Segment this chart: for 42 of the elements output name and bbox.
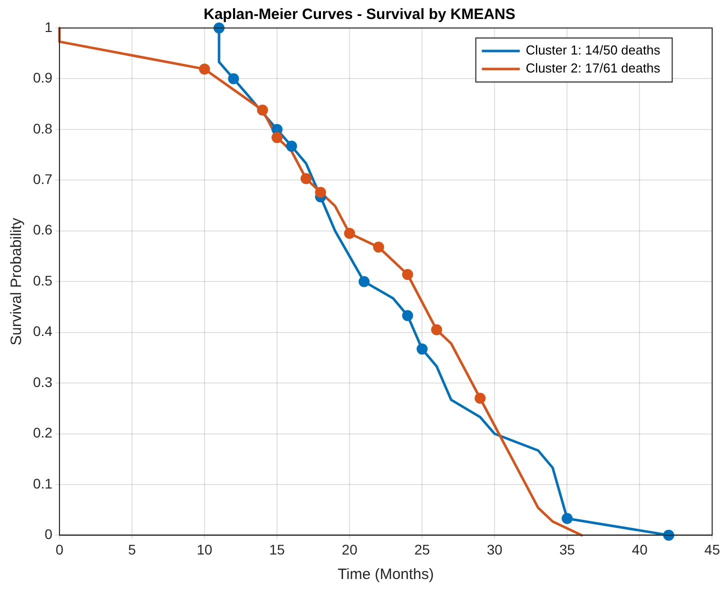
y-tick-label: 0.3 — [32, 374, 53, 390]
y-tick-label: 0.5 — [32, 272, 53, 288]
point — [286, 140, 298, 152]
x-tick-label: 0 — [56, 541, 64, 558]
legend-label: Cluster 1: 14/50 deaths — [526, 42, 661, 58]
point — [344, 228, 356, 239]
point — [402, 269, 414, 280]
point — [228, 73, 240, 84]
point — [402, 310, 414, 322]
point — [199, 64, 210, 75]
y-axis-title: Survival Probability — [8, 217, 26, 346]
point — [315, 186, 326, 198]
x-tick-label: 10 — [196, 541, 213, 558]
x-tick-label: 5 — [128, 541, 136, 558]
point — [373, 242, 384, 253]
x-tick-label: 45 — [704, 541, 720, 558]
y-tick-label: 0.8 — [32, 120, 53, 136]
x-axis-title: Time (Months) — [338, 566, 434, 584]
y-tick-label: 0.2 — [32, 424, 53, 441]
point — [272, 132, 283, 144]
y-tick-label: 0.4 — [32, 323, 53, 340]
point — [416, 344, 428, 355]
y-tick-label: 0 — [44, 526, 53, 542]
y-tick-label: 0.1 — [32, 475, 53, 492]
point — [358, 276, 370, 288]
point — [562, 512, 573, 524]
y-tick-label: 0.9 — [32, 70, 53, 86]
legend-label: Cluster 2: 17/61 deaths — [526, 60, 661, 76]
point — [474, 392, 486, 404]
x-tick-label: 30 — [486, 541, 503, 558]
y-tick-label: 1 — [44, 18, 53, 35]
x-tick-label: 35 — [559, 541, 576, 558]
point — [300, 173, 312, 184]
y-tick-label: 0.6 — [32, 222, 53, 238]
point — [431, 324, 442, 336]
x-tick-label: 25 — [414, 541, 430, 558]
point — [257, 104, 268, 116]
x-tick-label: 15 — [269, 541, 286, 558]
x-tick-label: 40 — [632, 541, 648, 558]
y-tick-label: 0.7 — [32, 171, 53, 188]
x-tick-label: 20 — [342, 541, 358, 558]
chart-title: Kaplan-Meier Curves - Survival by KMEANS — [204, 6, 516, 24]
